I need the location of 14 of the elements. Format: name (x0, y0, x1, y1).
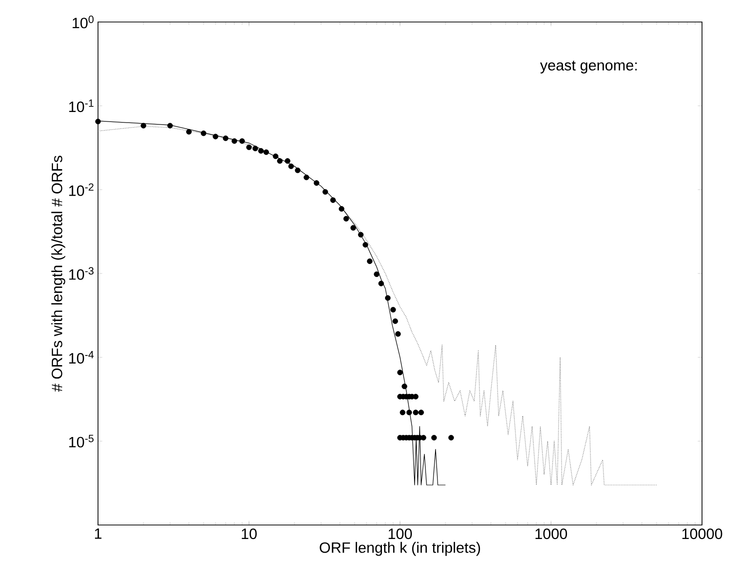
x-tick-label: 10000 (682, 528, 722, 540)
x-tick-label: 1000 (536, 528, 568, 540)
y-axis-title: # ORFs with length (k)/total # ORFs (51, 156, 66, 392)
y-tick-label: 10$^{-4}$ (69, 351, 94, 364)
y-tick-label: 10$^{-3}$ (69, 267, 94, 280)
x-axis-title: ORF length k (in triplets) (320, 542, 480, 556)
x-tick-label: 10 (242, 528, 257, 540)
y-tick-label: 10$^{-1}$ (69, 100, 94, 112)
x-tick-label: 100 (388, 528, 412, 540)
x-tick-label: 1 (94, 528, 102, 539)
y-tick-label: 10$^{-5}$ (69, 434, 94, 448)
y-tick-label: 10$^{0}$ (72, 16, 94, 28)
annotation: yeast genome: (540, 60, 637, 74)
y-tick-label: 10$^{-2}$ (69, 183, 94, 196)
